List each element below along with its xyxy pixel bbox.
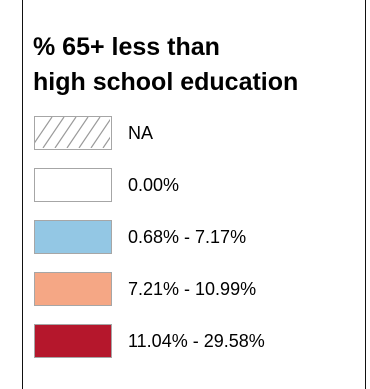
legend-item-na: NA: [34, 116, 265, 150]
legend-title: % 65+ less than high school education: [33, 30, 298, 100]
legend-swatch-high: [34, 324, 112, 358]
legend-swatch-low: [34, 220, 112, 254]
legend-swatch-zero: [34, 168, 112, 202]
legend-label-mid: 7.21% - 10.99%: [128, 278, 257, 299]
legend-label-na: NA: [128, 122, 154, 143]
legend-label-zero: 0.00%: [128, 174, 180, 195]
legend-label-low: 0.68% - 7.17%: [128, 226, 247, 247]
hatch-pattern-icon: [35, 117, 110, 148]
legend-label-high: 11.04% - 29.58%: [128, 330, 265, 351]
legend-title-line-1: % 65+ less than: [33, 33, 220, 61]
legend-item-mid: 7.21% - 10.99%: [34, 272, 265, 306]
legend-item-high: 11.04% - 29.58%: [34, 324, 265, 358]
legend-title-line-2: high school education: [33, 68, 299, 96]
legend-items: NA 0.00% 0.68% - 7.17% 7.21% - 10.99% 11…: [34, 116, 265, 376]
legend-item-low: 0.68% - 7.17%: [34, 220, 265, 254]
legend-item-zero: 0.00%: [34, 168, 265, 202]
legend-swatch-na: [34, 116, 112, 150]
legend-swatch-mid: [34, 272, 112, 306]
map-legend: % 65+ less than high school education: [22, 0, 366, 389]
